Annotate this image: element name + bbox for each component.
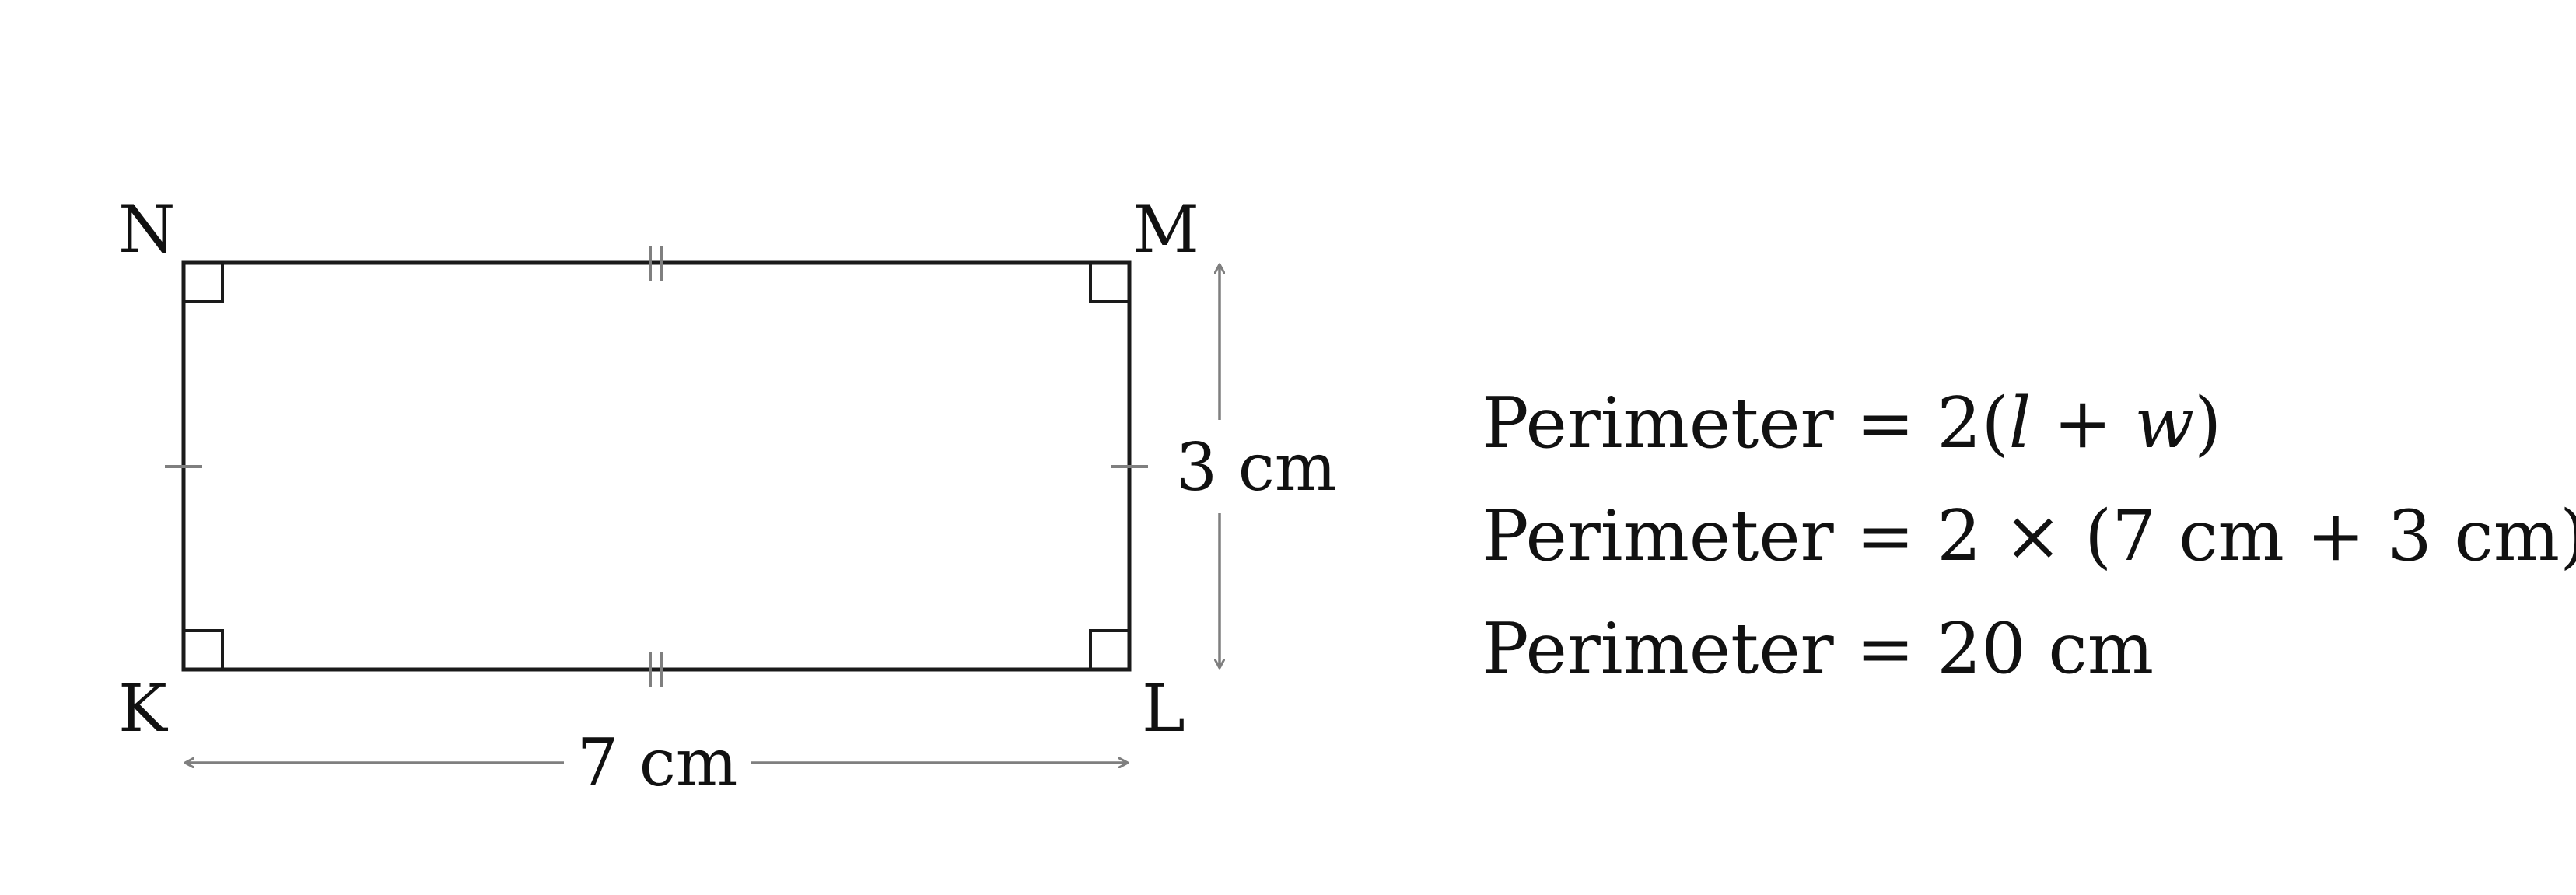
right-angle-m xyxy=(1089,263,1129,303)
vertex-label-m: M xyxy=(1132,191,1199,267)
right-angle-k xyxy=(184,629,224,670)
vertex-label-n: N xyxy=(118,191,176,267)
formula-var-w: w xyxy=(2134,383,2194,464)
perimeter-formula: Perimeter = 2(l + w) Perimeter = 2 × (7 … xyxy=(1482,383,2576,690)
right-angle-markers xyxy=(184,263,1129,670)
equal-side-ticks xyxy=(165,246,1148,687)
formula-line-3: Perimeter = 20 cm xyxy=(1482,608,2154,690)
right-angle-n xyxy=(184,263,224,303)
formula-line-1: Perimeter = 2(l + w) xyxy=(1482,383,2221,464)
formula-line-2: Perimeter = 2 × (7 cm + 3 cm) xyxy=(1482,495,2576,577)
length-label: 7 cm xyxy=(577,725,738,801)
formula-var-l: l xyxy=(2009,383,2032,464)
vertex-label-l: L xyxy=(1142,670,1185,746)
vertex-label-k: K xyxy=(118,670,169,746)
right-angle-l xyxy=(1089,629,1129,670)
width-dimension: 3 cm xyxy=(1176,264,1337,668)
formula-line-1-suffix: ) xyxy=(2194,383,2221,464)
length-dimension: 7 cm xyxy=(185,725,1128,801)
formula-plus: + xyxy=(2031,383,2134,464)
width-label: 3 cm xyxy=(1176,429,1337,505)
rectangle-klmn xyxy=(181,260,1132,672)
formula-line-1-prefix: Perimeter = 2( xyxy=(1482,383,2009,464)
